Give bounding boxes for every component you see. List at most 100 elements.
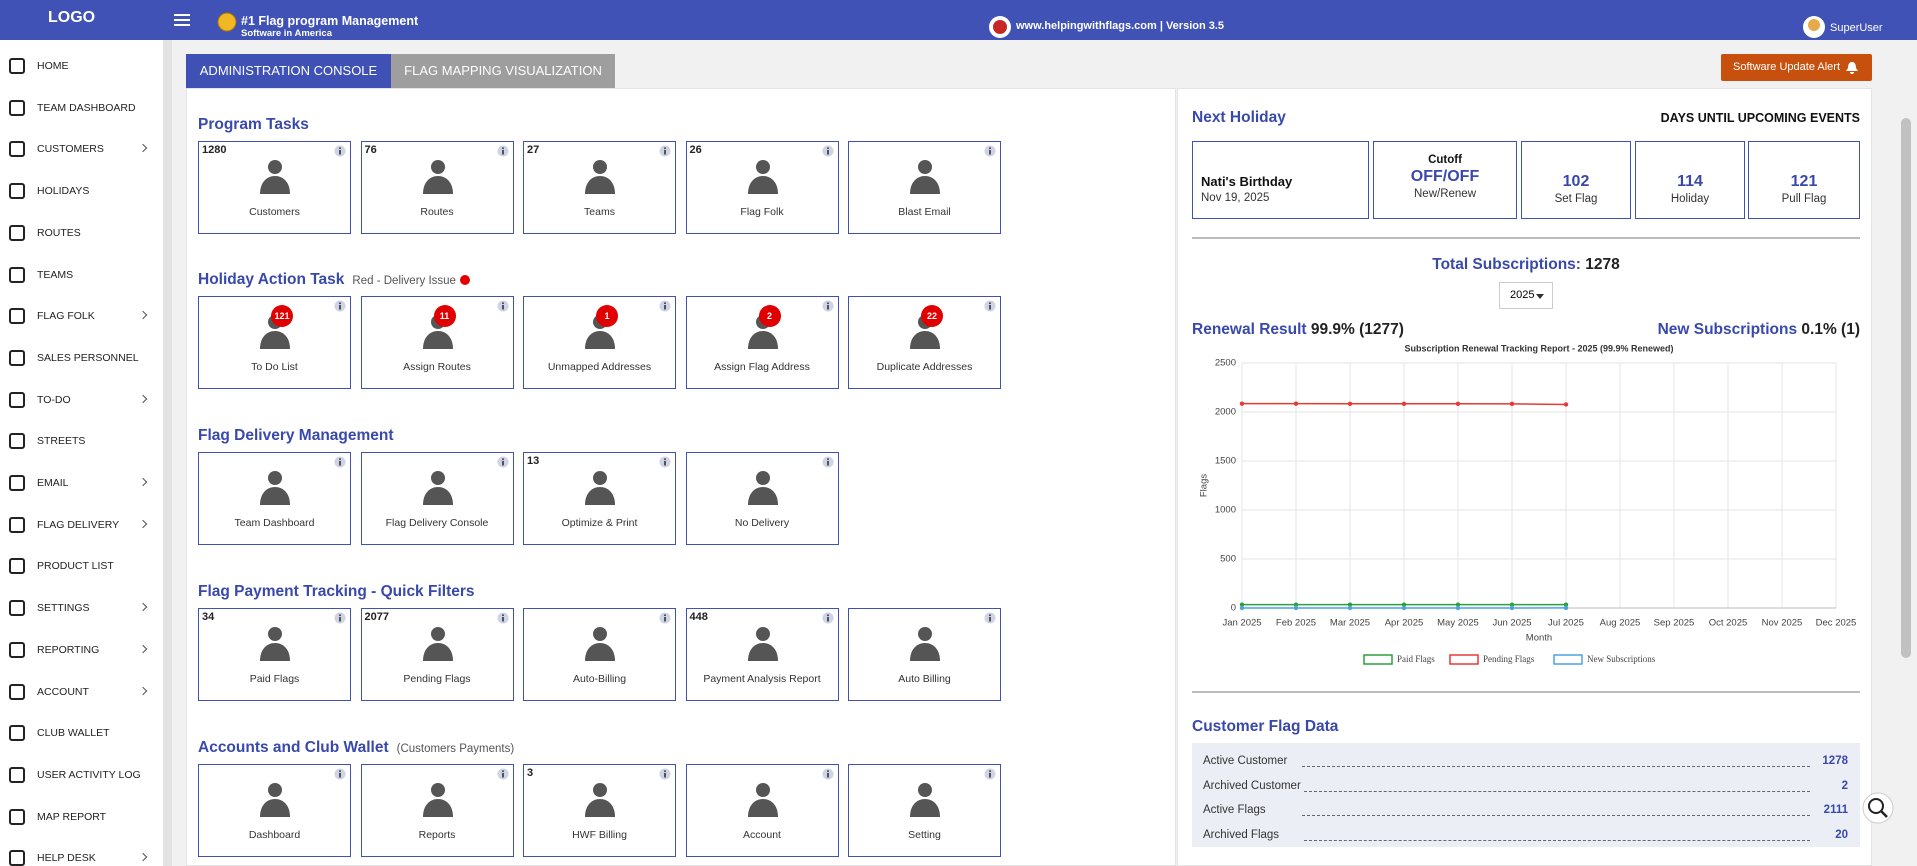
nav-item[interactable]: TEAMS: [37, 268, 74, 281]
icon-shape: [9, 850, 25, 866]
tile-label[interactable]: Blast Email: [898, 206, 951, 218]
nav-item[interactable]: TO-DO: [37, 393, 71, 406]
tile-label[interactable]: Teams: [584, 206, 615, 218]
nav-item[interactable]: EMAIL: [37, 477, 69, 489]
task-tile[interactable]: 13 Optimize & Print: [523, 452, 676, 545]
tile-label[interactable]: Paid Flags: [249, 673, 300, 685]
task-tile[interactable]: 448 Payment Analysis Report: [685, 608, 839, 701]
task-tile[interactable]: 2 Assign Flag Address: [685, 296, 839, 389]
nav-item[interactable]: FLAG DELIVERY: [37, 518, 120, 531]
task-tile[interactable]: Auto-Billing: [523, 608, 676, 701]
nav-item[interactable]: SETTINGS: [37, 602, 90, 615]
task-tile[interactable]: Blast Email: [848, 141, 1001, 234]
tile-label[interactable]: Auto Billing: [898, 673, 951, 685]
tile-icon: [422, 471, 453, 505]
task-tile[interactable]: Flag Delivery Console: [360, 452, 514, 545]
nav-item[interactable]: HOME: [37, 60, 69, 72]
icon-body: [747, 799, 778, 817]
icon-head: [918, 783, 932, 797]
nav-icon: [9, 766, 25, 783]
tile-label[interactable]: Assign Flag Address: [714, 361, 810, 373]
icon-shape: [9, 558, 25, 575]
nav-item[interactable]: REPORTING: [37, 643, 100, 656]
tile-label[interactable]: Auto-Billing: [572, 673, 627, 685]
icon-body: [422, 331, 453, 349]
task-tile[interactable]: 1 Unmapped Addresses: [523, 296, 676, 389]
nav-item[interactable]: MAP REPORT: [37, 810, 107, 823]
tile-label[interactable]: Duplicate Addresses: [876, 361, 973, 373]
user-avatar[interactable]: [1802, 15, 1826, 39]
new-value: 0.1% (1): [1801, 321, 1860, 338]
task-tile[interactable]: 27 Teams: [523, 141, 676, 234]
nav-item[interactable]: ACCOUNT: [37, 685, 89, 698]
tile-icon: [585, 471, 615, 505]
info-dot: [339, 302, 341, 305]
nav-item[interactable]: PRODUCT LIST: [37, 560, 114, 573]
icon-body: [585, 487, 615, 505]
task-tile[interactable]: 11 Assign Routes: [360, 296, 514, 389]
tile-label[interactable]: No Delivery: [734, 517, 790, 529]
task-tile[interactable]: 26 Flag Folk: [685, 141, 839, 234]
tab-active[interactable]: ADMINISTRATION CONSOLE: [186, 54, 391, 88]
nav-item[interactable]: TEAM DASHBOARD: [37, 101, 136, 114]
year-select[interactable]: 2025: [1499, 282, 1553, 309]
icon-body: [585, 799, 615, 817]
task-tile[interactable]: 2077 Pending Flags: [360, 608, 514, 701]
tile-label[interactable]: Reports: [418, 829, 456, 841]
tile-label[interactable]: Team Dashboard: [234, 517, 315, 529]
nav-item[interactable]: USER ACTIVITY LOG: [37, 768, 141, 781]
nav-item[interactable]: CUSTOMERS: [37, 143, 104, 156]
x-tick-label: Nov 2025: [1762, 618, 1803, 629]
task-tile[interactable]: 121 To Do List: [198, 296, 351, 389]
section-title: Holiday Action Task Red - Delivery Issue: [198, 271, 470, 289]
nav-item[interactable]: CLUB WALLET: [37, 727, 110, 740]
tile-label[interactable]: Account: [743, 829, 781, 841]
task-tile[interactable]: Account: [685, 764, 839, 857]
nav-item[interactable]: STREETS: [37, 435, 86, 448]
tile-label[interactable]: Flag Delivery Console: [385, 517, 489, 529]
nav-item[interactable]: FLAG FOLK: [37, 310, 95, 323]
user-name[interactable]: SuperUser: [1830, 22, 1883, 34]
icon-shape: [9, 433, 25, 450]
task-tile[interactable]: 1280 Customers: [198, 141, 351, 234]
tile-label[interactable]: Setting: [908, 829, 941, 841]
nav-item[interactable]: SALES PERSONNEL: [37, 351, 139, 364]
row-value: 20: [1835, 828, 1848, 841]
task-tile[interactable]: Setting: [848, 764, 1001, 857]
nav-item[interactable]: HELP DESK: [37, 852, 96, 865]
scroll-thumb[interactable]: [1901, 118, 1911, 658]
alert-text[interactable]: Software Update Alert: [1733, 61, 1841, 73]
tile-label[interactable]: Assign Routes: [403, 361, 471, 373]
icon-shape: [9, 766, 25, 783]
icon-shape: [9, 641, 25, 658]
tile-label[interactable]: To Do List: [251, 361, 298, 373]
tile-label[interactable]: Unmapped Addresses: [547, 361, 652, 373]
nav-item[interactable]: HOLIDAYS: [37, 185, 90, 198]
task-tile[interactable]: Reports: [360, 764, 514, 857]
tab[interactable]: FLAG MAPPING VISUALIZATION: [391, 54, 615, 88]
tile-label[interactable]: Customers: [249, 206, 300, 218]
info-icon: [497, 612, 508, 624]
x-tick-label: Apr 2025: [1385, 618, 1424, 629]
year-value[interactable]: 2025: [1510, 289, 1535, 301]
task-tile[interactable]: 22 Duplicate Addresses: [848, 296, 1001, 389]
alert-button[interactable]: Software Update Alert: [1721, 54, 1872, 81]
task-tile[interactable]: Auto Billing: [848, 608, 1001, 701]
tile-label[interactable]: Optimize & Print: [561, 517, 638, 529]
task-tile[interactable]: 3 HWF Billing: [523, 764, 676, 857]
menu-button[interactable]: [174, 13, 190, 27]
zoom-button[interactable]: [1862, 792, 1894, 824]
tile-label[interactable]: HWF Billing: [572, 829, 627, 841]
tile-label[interactable]: Flag Folk: [740, 206, 784, 218]
tile-label[interactable]: Dashboard: [248, 829, 301, 841]
task-tile[interactable]: Team Dashboard: [198, 452, 351, 545]
task-tile[interactable]: No Delivery: [685, 452, 839, 545]
task-tile[interactable]: 76 Routes: [360, 141, 514, 234]
tile-label[interactable]: Payment Analysis Report: [703, 673, 821, 685]
task-tile[interactable]: 34 Paid Flags: [198, 608, 351, 701]
tile-label[interactable]: Routes: [420, 206, 454, 218]
nav-item[interactable]: ROUTES: [37, 226, 81, 239]
info-mark: [501, 617, 504, 622]
tile-label[interactable]: Pending Flags: [403, 673, 471, 685]
task-tile[interactable]: Dashboard: [198, 764, 351, 857]
